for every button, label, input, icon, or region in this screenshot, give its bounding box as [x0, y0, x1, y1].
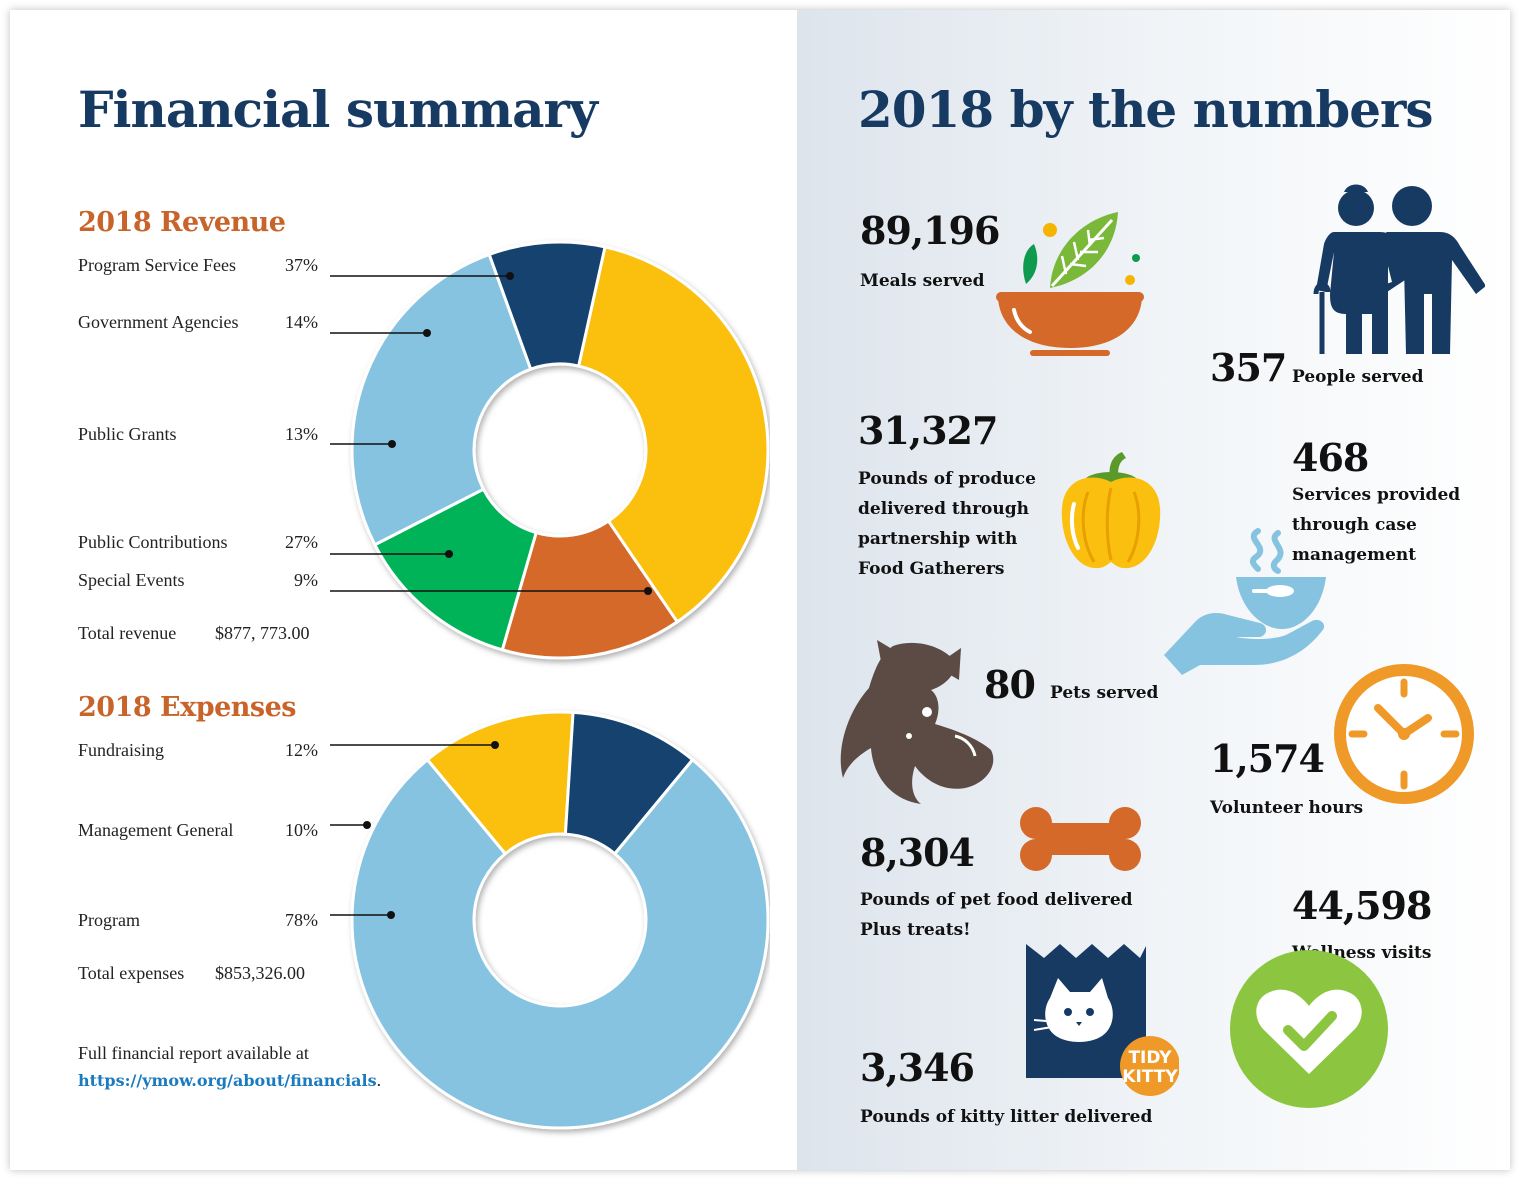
revenue-donut-chart	[330, 240, 770, 660]
meals-value: 89,196	[860, 208, 1000, 253]
produce-line: partnership with	[858, 529, 1018, 549]
heart-check-icon	[1230, 950, 1388, 1108]
leader-dot	[506, 272, 514, 280]
litter-value: 3,346	[860, 1045, 975, 1090]
expenses-heading: 2018 Expenses	[78, 692, 297, 723]
revenue-legend-label: Government Agencies	[78, 312, 239, 332]
leader-dot	[387, 911, 395, 919]
donut-slice-government-agencies	[500, 518, 680, 660]
total-expenses-label: Total expenses	[78, 963, 185, 983]
bone-icon	[1020, 807, 1141, 871]
expenses-legend-percent: 78%	[285, 910, 318, 930]
revenue-legend-label: Special Events	[78, 570, 185, 590]
donut-slice-public-grants	[372, 487, 539, 652]
services-line: management	[1292, 545, 1417, 565]
numbers-panel-background	[797, 10, 1510, 1170]
volunteer-value: 1,574	[1210, 736, 1325, 781]
leader-dot	[644, 587, 652, 595]
petfood-value: 8,304	[860, 830, 975, 875]
elderly-couple-icon	[1313, 184, 1485, 354]
expenses-legend-percent: 10%	[285, 820, 318, 840]
link-period: .	[376, 1070, 382, 1090]
revenue-legend-percent: 27%	[285, 532, 318, 552]
wellness-value: 44,598	[1292, 883, 1432, 928]
revenue-legend-percent: 37%	[285, 255, 318, 275]
produce-line: Pounds of produce	[858, 469, 1036, 489]
produce-value: 31,327	[858, 408, 998, 453]
revenue-legend-percent: 9%	[294, 570, 318, 590]
volunteer-label: Volunteer hours	[1210, 798, 1364, 818]
leader-dot	[423, 329, 431, 337]
litter-bag-brand-text: KITTY	[1122, 1067, 1178, 1087]
salad-bowl-icon	[996, 212, 1144, 356]
litter-bag-brand-text: TIDY	[1128, 1048, 1172, 1068]
leader-dot	[491, 741, 499, 749]
total-revenue-value: $877, 773.00	[215, 623, 310, 643]
litter-label: Pounds of kitty litter delivered	[860, 1107, 1153, 1127]
leader-dot	[363, 821, 371, 829]
report-link-line: https://ymow.org/about/financials.	[78, 1070, 381, 1091]
petfood-line: Plus treats!	[860, 920, 971, 940]
petfood-line: Pounds of pet food delivered	[860, 890, 1133, 910]
donut-slice-program-service-fees	[576, 245, 770, 624]
expenses-legend-percent: 12%	[285, 740, 318, 760]
revenue-legend-label: Program Service Fees	[78, 255, 236, 275]
revenue-legend-label: Public Contributions	[78, 532, 228, 552]
services-value: 468	[1292, 435, 1369, 480]
expenses-legend-label: Fundraising	[78, 740, 165, 760]
hand-bowl-icon	[1164, 528, 1326, 675]
donut-slice-fundraising	[425, 710, 575, 856]
donut-slice-program	[350, 757, 770, 1130]
dog-cat-icon	[840, 640, 994, 804]
produce-line: delivered through	[858, 499, 1030, 519]
total-expenses-value: $853,326.00	[215, 963, 305, 983]
pets-value: 80	[984, 662, 1036, 707]
people-value: 357	[1210, 345, 1287, 390]
expenses-donut-chart	[330, 710, 770, 1130]
report-note: Full financial report available at	[78, 1043, 309, 1063]
bell-pepper-icon	[1061, 452, 1161, 569]
revenue-legend-label: Public Grants	[78, 424, 177, 444]
report-page: Financial summary 2018 Revenue 2018 Expe…	[10, 10, 1510, 1170]
leader-dot	[388, 440, 396, 448]
numbers-title: 2018 by the numbers	[858, 80, 1434, 139]
leader-dot	[445, 550, 453, 558]
clock-icon	[1334, 664, 1474, 804]
expenses-legend-label: Program	[78, 910, 140, 930]
revenue-heading: 2018 Revenue	[78, 207, 286, 238]
donut-slice-public-contributions	[350, 252, 533, 547]
total-revenue-label: Total revenue	[78, 623, 177, 643]
donut-ring	[350, 710, 770, 1130]
services-line: through case	[1292, 515, 1417, 535]
services-line: Services provided	[1292, 485, 1461, 505]
financials-link[interactable]: https://ymow.org/about/financials	[78, 1071, 377, 1090]
donut-slice-special-events	[487, 240, 607, 372]
donut-ring	[350, 240, 770, 660]
produce-line: Food Gatherers	[858, 559, 1005, 579]
people-label: People served	[1292, 367, 1424, 387]
litter-bag-icon: TIDY KITTY	[1026, 944, 1179, 1096]
revenue-legend-percent: 14%	[285, 312, 318, 332]
revenue-legend-percent: 13%	[285, 424, 318, 444]
pets-label: Pets served	[1050, 683, 1159, 703]
financial-summary-title: Financial summary	[78, 80, 598, 139]
expenses-legend-label: Management General	[78, 820, 234, 840]
meals-label: Meals served	[860, 271, 985, 291]
